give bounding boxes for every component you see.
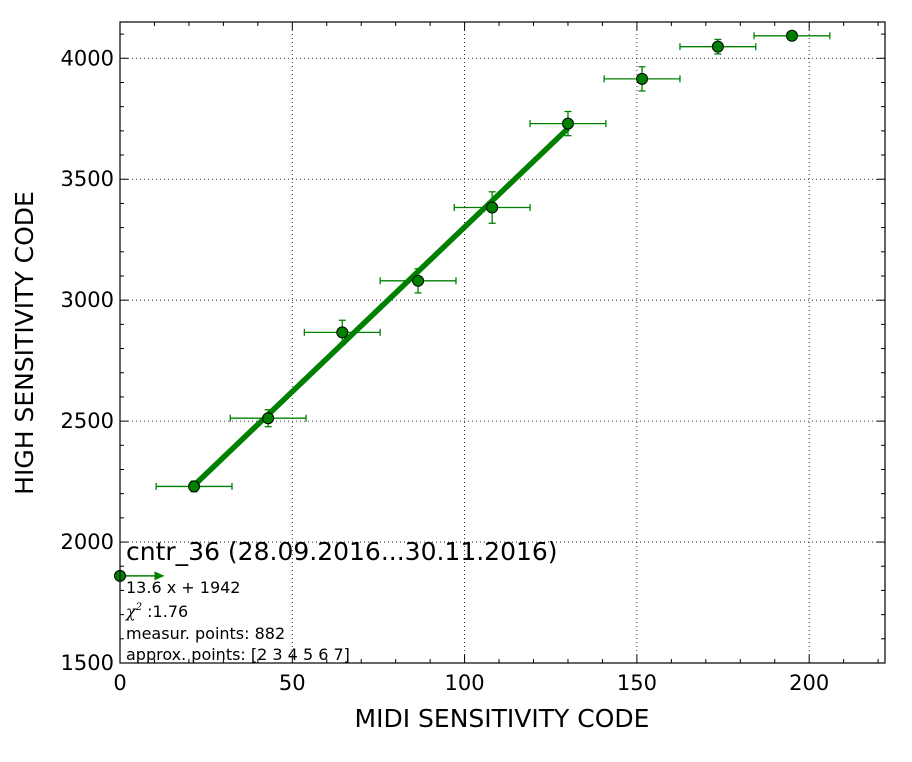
- x-tick-label: 50: [279, 671, 306, 695]
- x-tick-label: 100: [445, 671, 485, 695]
- data-point: [188, 480, 201, 493]
- annotation-measur-points: measur. points: 882: [126, 624, 285, 643]
- fit-line-layer: [192, 126, 570, 488]
- annotation-box: cntr_36 (28.09.2016...30.11.2016) 13.6 x…: [125, 537, 558, 664]
- annotation-title: cntr_36 (28.09.2016...30.11.2016): [126, 537, 558, 566]
- chi-exponent: 2: [135, 602, 142, 613]
- axis-ticks: [119, 22, 885, 664]
- annotation-equation: 13.6 x + 1942: [126, 578, 240, 597]
- grid: [119, 22, 885, 663]
- data-point: [412, 274, 425, 287]
- y-tick-label: 2500: [61, 409, 114, 433]
- data-point: [561, 117, 574, 130]
- y-tick-labels: 1500 2000 2500 3000 3500 4000: [61, 46, 114, 675]
- y-tick-label: 4000: [61, 46, 114, 70]
- chi-value: :1.76: [142, 602, 188, 621]
- y-tick-label: 1500: [61, 651, 114, 675]
- chi-symbol: χ: [125, 602, 137, 621]
- data-point: [785, 29, 798, 42]
- data-point: [486, 201, 499, 214]
- data-point: [336, 326, 349, 339]
- y-tick-label: 3000: [61, 288, 114, 312]
- data-point: [711, 40, 724, 53]
- x-tick-label: 150: [617, 671, 657, 695]
- fit-line: [192, 126, 570, 488]
- x-tick-label: 200: [789, 671, 829, 695]
- error-bars: [120, 32, 831, 581]
- data-points: [114, 29, 798, 582]
- x-tick-labels: 0 50 100 150 200: [113, 671, 829, 695]
- y-tick-label: 3500: [61, 167, 114, 191]
- annotation-chi2: χ2 :1.76: [125, 602, 188, 621]
- x-tick-label: 0: [113, 671, 126, 695]
- x-axis-label: MIDI SENSITIVITY CODE: [355, 704, 650, 733]
- data-point: [262, 412, 275, 425]
- plot-frame: [119, 21, 886, 664]
- y-axis-label: HIGH SENSITIVITY CODE: [10, 191, 39, 495]
- zero-point-arrow-head: [154, 571, 165, 581]
- y-tick-label: 2000: [61, 530, 114, 554]
- data-point: [636, 72, 649, 85]
- annotation-approx-points: approx. points: [2 3 4 5 6 7]: [126, 645, 350, 664]
